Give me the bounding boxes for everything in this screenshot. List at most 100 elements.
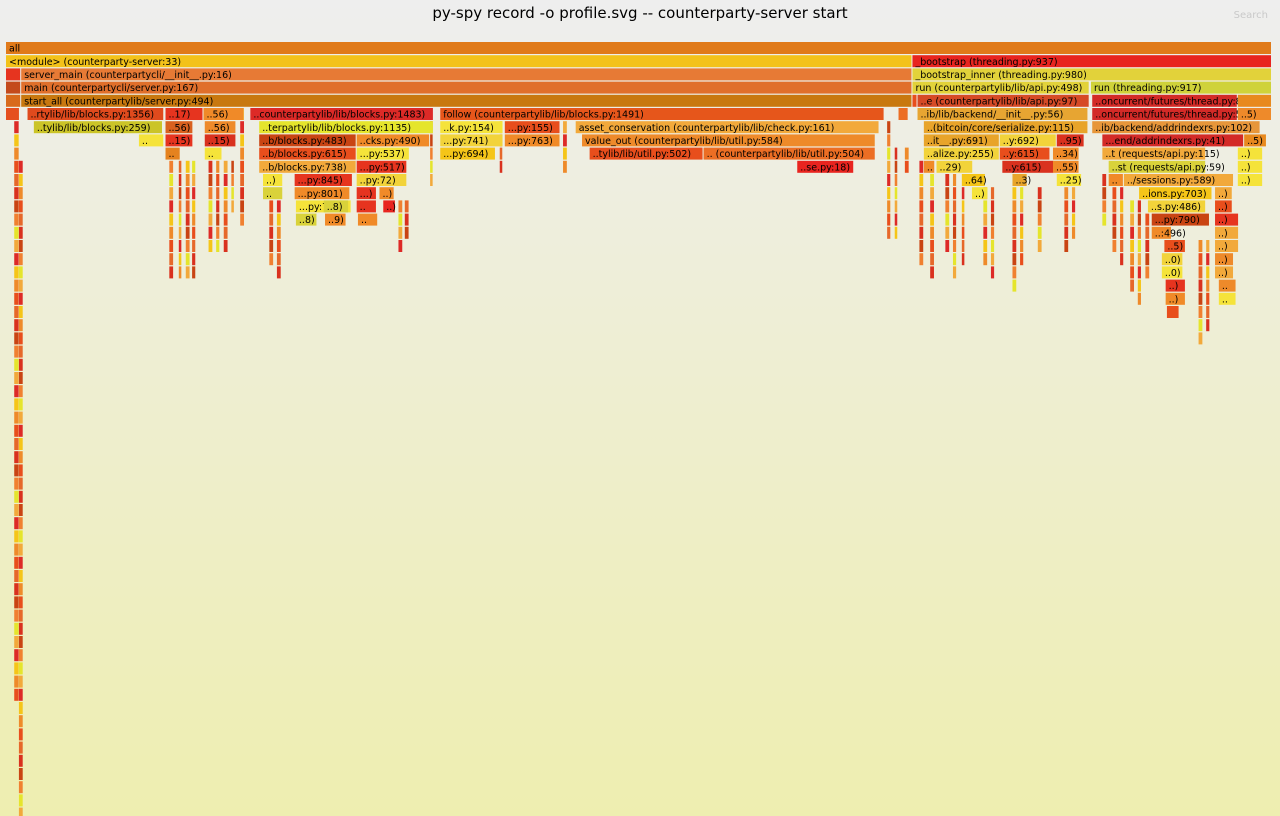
flame-frame[interactable] <box>919 253 924 266</box>
flame-frame[interactable] <box>18 358 23 371</box>
flame-frame[interactable]: ..8) <box>295 213 317 227</box>
flame-frame[interactable] <box>269 200 274 213</box>
flame-frame[interactable] <box>1137 213 1141 226</box>
flame-frame[interactable]: ..:496) <box>1151 226 1186 240</box>
flame-frame[interactable]: ..tylib/lib/util.py:502) <box>589 147 703 161</box>
flame-frame[interactable] <box>240 160 245 173</box>
flame-frame[interactable]: ..b/blocks.py:738) <box>259 160 356 174</box>
flame-frame[interactable] <box>240 121 245 134</box>
flame-frame[interactable] <box>269 253 274 266</box>
flame-frame[interactable] <box>1137 240 1141 252</box>
flame-frame[interactable] <box>192 160 196 173</box>
flame-frame[interactable] <box>1198 253 1203 266</box>
flame-frame[interactable] <box>276 253 281 266</box>
flame-frame[interactable] <box>1020 213 1024 226</box>
flame-frame[interactable] <box>1198 292 1203 305</box>
flame-frame[interactable] <box>276 213 281 226</box>
flame-frame[interactable] <box>430 174 433 186</box>
flame-frame[interactable] <box>430 160 433 173</box>
flame-frame[interactable] <box>231 174 234 186</box>
flame-frame[interactable]: main (counterpartycli/server.py:167) <box>21 81 912 95</box>
flame-frame[interactable] <box>1102 200 1107 213</box>
flame-frame[interactable] <box>1120 200 1124 213</box>
flame-frame[interactable] <box>178 174 182 186</box>
flame-frame[interactable] <box>18 398 23 411</box>
flame-frame[interactable] <box>1145 213 1150 226</box>
flame-frame[interactable] <box>1102 174 1107 186</box>
flame-frame[interactable] <box>990 187 995 200</box>
flame-frame[interactable]: ...py:741) <box>440 134 503 147</box>
flame-frame[interactable]: ...py:517) <box>356 160 407 174</box>
flame-frame[interactable]: ..55) <box>1052 160 1079 174</box>
flame-frame[interactable] <box>563 134 567 147</box>
flame-frame[interactable]: ..56) <box>165 121 193 134</box>
flame-frame[interactable] <box>563 160 567 173</box>
flame-frame[interactable] <box>961 213 965 226</box>
flame-frame[interactable]: ...py:537) <box>356 147 409 161</box>
flame-frame[interactable]: ..) <box>1215 187 1232 200</box>
flame-frame[interactable] <box>1037 200 1042 213</box>
flame-frame[interactable]: run (counterpartylib/lib/api.py:498) <box>912 81 1089 95</box>
flame-frame[interactable] <box>18 438 23 450</box>
flame-frame[interactable] <box>18 675 23 688</box>
flame-frame[interactable] <box>952 213 957 226</box>
flame-frame[interactable] <box>18 464 23 477</box>
flame-frame[interactable] <box>887 121 891 134</box>
flame-frame[interactable] <box>169 187 174 200</box>
flame-frame[interactable] <box>14 649 19 662</box>
flame-frame[interactable] <box>223 174 228 186</box>
flame-frame[interactable] <box>18 279 23 292</box>
flame-frame[interactable] <box>930 213 934 226</box>
flame-frame[interactable] <box>276 266 281 279</box>
flame-frame[interactable] <box>18 622 23 635</box>
flame-frame[interactable] <box>1112 226 1117 239</box>
flame-frame[interactable] <box>18 213 23 226</box>
flame-frame[interactable]: .. <box>923 160 935 174</box>
flame-frame[interactable]: .. <box>1218 279 1236 293</box>
flame-frame[interactable] <box>14 596 19 609</box>
flame-frame[interactable] <box>240 134 245 147</box>
flame-frame[interactable]: ..56) <box>203 108 244 121</box>
flame-frame[interactable] <box>18 596 23 609</box>
flame-frame[interactable] <box>185 226 190 239</box>
flame-frame[interactable] <box>18 385 23 398</box>
flame-frame[interactable]: .. <box>204 147 222 161</box>
flame-frame[interactable] <box>185 187 190 200</box>
flame-frame[interactable] <box>18 332 23 345</box>
flame-frame[interactable] <box>18 781 23 794</box>
flame-frame[interactable] <box>269 240 274 252</box>
flame-frame[interactable] <box>6 68 21 81</box>
flame-frame[interactable] <box>919 226 924 239</box>
flame-frame[interactable] <box>223 160 228 173</box>
flame-frame[interactable] <box>18 451 23 464</box>
flame-frame[interactable] <box>169 240 174 252</box>
flame-frame[interactable] <box>1020 240 1024 252</box>
flame-frame[interactable] <box>945 226 950 239</box>
flame-frame[interactable] <box>18 807 23 816</box>
flame-frame[interactable] <box>961 240 965 252</box>
flame-frame[interactable] <box>18 556 23 569</box>
flame-frame[interactable] <box>1145 253 1150 266</box>
flame-frame[interactable] <box>192 253 196 266</box>
flame-frame[interactable] <box>930 174 934 186</box>
flame-frame[interactable]: ..cks.py:490) <box>356 134 430 147</box>
flame-frame[interactable] <box>14 464 19 477</box>
flame-frame[interactable] <box>18 253 23 266</box>
flame-frame[interactable]: ..) <box>1215 226 1239 240</box>
flame-frame[interactable] <box>1166 306 1179 318</box>
flame-frame[interactable] <box>14 385 19 398</box>
flame-frame[interactable] <box>14 662 19 675</box>
flame-frame[interactable] <box>223 240 228 252</box>
flame-frame[interactable] <box>983 200 988 213</box>
flame-frame[interactable] <box>894 174 898 186</box>
flame-frame[interactable] <box>18 240 23 252</box>
flame-frame[interactable] <box>185 253 190 266</box>
flame-frame[interactable] <box>169 174 174 186</box>
flame-frame[interactable]: ..) <box>1237 160 1263 174</box>
flame-frame[interactable] <box>18 306 23 318</box>
flame-frame[interactable] <box>18 226 23 239</box>
flame-frame[interactable] <box>18 688 23 701</box>
flame-frame[interactable] <box>240 174 245 186</box>
flame-frame[interactable] <box>14 147 19 160</box>
flame-frame[interactable] <box>1145 240 1150 252</box>
